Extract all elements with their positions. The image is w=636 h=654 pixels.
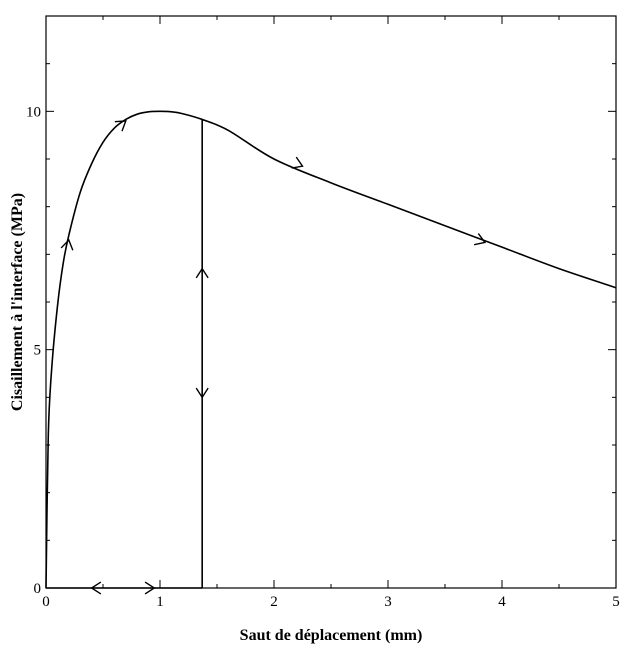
direction-arrow bbox=[195, 267, 209, 279]
y-tick-label: 5 bbox=[34, 343, 42, 359]
x-tick-label: 2 bbox=[270, 594, 278, 610]
y-axis-title: Cisaillement à l'interface (MPa) bbox=[9, 193, 26, 411]
direction-arrow bbox=[473, 233, 487, 246]
x-axis-title: Saut de déplacement (mm) bbox=[240, 627, 423, 644]
x-tick-label: 5 bbox=[612, 594, 620, 610]
x-tick-label: 0 bbox=[42, 594, 50, 610]
direction-arrow bbox=[90, 581, 102, 595]
direction-arrow bbox=[291, 156, 304, 169]
arrows bbox=[60, 120, 487, 595]
y-tick-label: 0 bbox=[34, 581, 42, 597]
x-tick-label: 4 bbox=[498, 594, 506, 610]
x-tick-label: 1 bbox=[156, 594, 164, 610]
plot-frame bbox=[45, 15, 617, 589]
direction-arrow bbox=[144, 581, 156, 595]
series bbox=[45, 110, 617, 589]
tick-labels: 0 1 2 3 4 5 0 5 10 bbox=[26, 104, 620, 610]
y-tick-label: 10 bbox=[26, 104, 41, 120]
ticks bbox=[45, 16, 617, 589]
direction-arrow bbox=[114, 120, 127, 132]
direction-arrow bbox=[195, 387, 209, 399]
x-tick-label: 3 bbox=[384, 594, 392, 610]
traction-separation-curve bbox=[45, 110, 617, 589]
direction-arrow bbox=[60, 238, 74, 251]
